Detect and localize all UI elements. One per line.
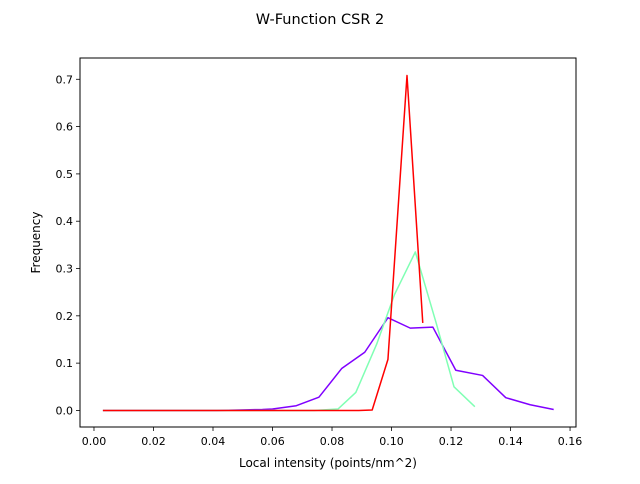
x-tick-label: 0.10 [379,435,404,448]
x-axis-label: Local intensity (points/nm^2) [239,456,417,470]
x-tick-label: 0.00 [82,435,107,448]
y-tick-label: 0.0 [56,404,74,417]
y-tick-label: 0.2 [56,310,74,323]
y-axis-ticks: 0.0 0.1 0.2 0.3 0.4 0.5 0.6 0.7 [56,73,80,417]
y-axis-label: Frequency [29,212,43,274]
x-tick-label: 0.16 [558,435,583,448]
x-tick-label: 0.12 [439,435,464,448]
x-tick-label: 0.06 [260,435,285,448]
x-tick-label: 0.04 [201,435,226,448]
y-tick-label: 0.4 [56,215,74,228]
plot-area [79,57,577,428]
y-tick-label: 0.7 [56,73,74,86]
series-line-3 [102,74,424,412]
x-axis-ticks: 0.00 0.02 0.04 0.06 0.08 0.10 0.12 0.14 0.16 [82,427,583,448]
x-tick-label: 0.02 [141,435,166,448]
x-tick-label: 0.14 [498,435,523,448]
y-tick-label: 0.5 [56,168,74,181]
x-tick-label: 0.08 [320,435,345,448]
chart-title: W-Function CSR 2 [256,12,385,28]
y-tick-label: 0.6 [56,121,74,134]
y-tick-label: 0.3 [56,263,74,276]
series-layer [102,74,554,412]
y-tick-label: 0.1 [56,357,74,370]
